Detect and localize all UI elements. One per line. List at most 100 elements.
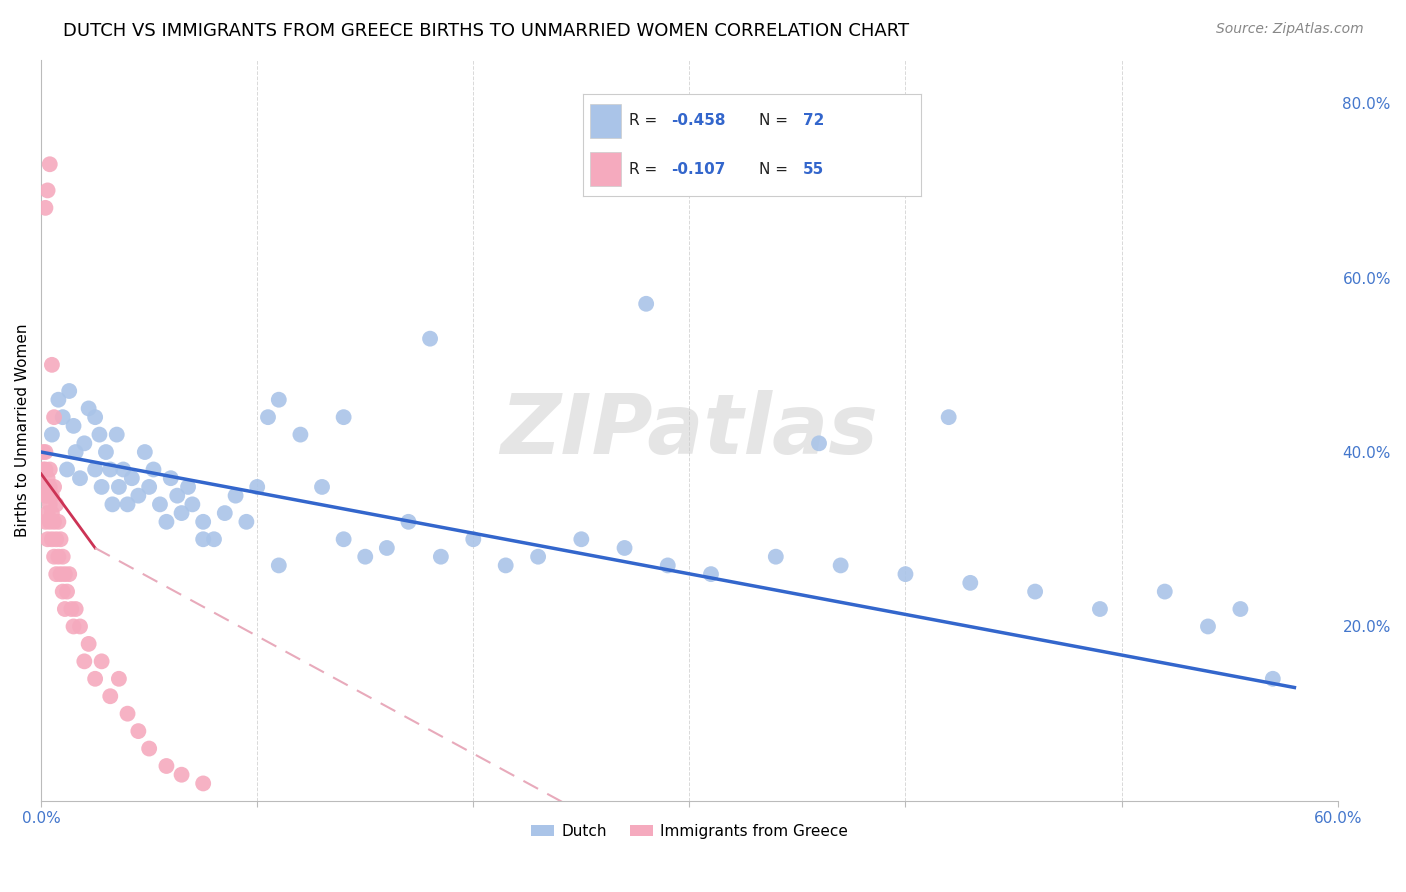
Point	[155, 759, 177, 773]
Point	[894, 567, 917, 582]
Point	[32, 480, 55, 494]
Point	[38, 462, 60, 476]
Point	[37, 471, 59, 485]
Point	[1197, 619, 1219, 633]
Point	[225, 489, 247, 503]
Point	[246, 480, 269, 494]
Text: -0.107: -0.107	[671, 161, 725, 177]
Point	[463, 533, 485, 547]
Point	[69, 619, 91, 633]
Point	[37, 183, 59, 197]
Point	[45, 567, 67, 582]
Point	[193, 533, 215, 547]
Point	[193, 515, 215, 529]
Point	[52, 410, 75, 425]
Point	[1229, 602, 1251, 616]
Point	[332, 410, 354, 425]
Point	[49, 533, 72, 547]
Point	[170, 506, 193, 520]
Legend: Dutch, Immigrants from Greece: Dutch, Immigrants from Greece	[524, 818, 855, 845]
Point	[34, 489, 56, 503]
Point	[73, 436, 96, 450]
Point	[69, 471, 91, 485]
Point	[138, 741, 160, 756]
Point	[60, 602, 83, 616]
Point	[34, 462, 56, 476]
Point	[98, 462, 121, 476]
Point	[37, 506, 59, 520]
Point	[38, 497, 60, 511]
Point	[98, 690, 121, 704]
Point	[38, 157, 60, 171]
Point	[38, 515, 60, 529]
Point	[58, 384, 80, 398]
Point	[134, 445, 156, 459]
Point	[62, 418, 84, 433]
Point	[84, 462, 107, 476]
Point	[42, 410, 65, 425]
Point	[257, 410, 280, 425]
Point	[375, 541, 398, 555]
Point	[65, 445, 87, 459]
Point	[84, 672, 107, 686]
Point	[62, 619, 84, 633]
Point	[53, 602, 76, 616]
Point	[657, 558, 679, 573]
Point	[166, 489, 188, 503]
Point	[56, 584, 79, 599]
Point	[94, 445, 117, 459]
Point	[419, 332, 441, 346]
Point	[181, 497, 204, 511]
Point	[1088, 602, 1111, 616]
Point	[108, 672, 131, 686]
Point	[202, 533, 225, 547]
Y-axis label: Births to Unmarried Women: Births to Unmarried Women	[15, 324, 30, 537]
Point	[45, 533, 67, 547]
Point	[41, 533, 63, 547]
Point	[53, 567, 76, 582]
Point	[37, 489, 59, 503]
Point	[267, 558, 290, 573]
Point	[101, 497, 124, 511]
Text: 55: 55	[803, 161, 824, 177]
Point	[332, 533, 354, 547]
Point	[38, 480, 60, 494]
Text: Source: ZipAtlas.com: Source: ZipAtlas.com	[1216, 22, 1364, 37]
Point	[127, 724, 149, 739]
Point	[42, 549, 65, 564]
Point	[177, 480, 200, 494]
Point	[34, 201, 56, 215]
Text: R =: R =	[628, 161, 662, 177]
Point	[613, 541, 636, 555]
Point	[193, 776, 215, 790]
Point	[41, 506, 63, 520]
Point	[155, 515, 177, 529]
Point	[636, 297, 658, 311]
Text: N =: N =	[759, 113, 793, 128]
Point	[52, 549, 75, 564]
Point	[32, 445, 55, 459]
Point	[52, 584, 75, 599]
Point	[112, 462, 135, 476]
Point	[117, 497, 139, 511]
Point	[1024, 584, 1046, 599]
Point	[56, 462, 79, 476]
Point	[58, 567, 80, 582]
Point	[765, 549, 787, 564]
Point	[84, 410, 107, 425]
Point	[73, 654, 96, 668]
Text: DUTCH VS IMMIGRANTS FROM GREECE BIRTHS TO UNMARRIED WOMEN CORRELATION CHART: DUTCH VS IMMIGRANTS FROM GREECE BIRTHS T…	[63, 22, 910, 40]
Point	[42, 480, 65, 494]
Point	[700, 567, 723, 582]
Point	[90, 654, 112, 668]
Point	[354, 549, 377, 564]
Point	[808, 436, 831, 450]
Point	[77, 637, 100, 651]
Point	[235, 515, 257, 529]
Point	[495, 558, 517, 573]
Point	[1261, 672, 1284, 686]
Point	[108, 480, 131, 494]
Point	[142, 462, 165, 476]
Point	[138, 480, 160, 494]
Point	[938, 410, 960, 425]
